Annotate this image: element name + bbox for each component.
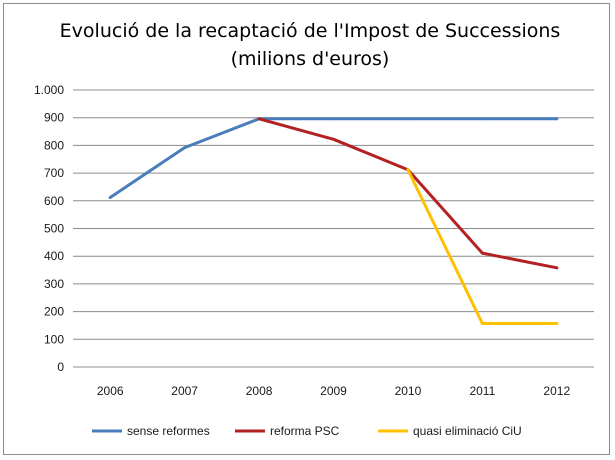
x-tick-label: 2008: [246, 384, 273, 398]
data-point: [108, 195, 112, 199]
data-point: [332, 137, 335, 141]
chart-subtitle: (milions d'euros): [231, 48, 390, 70]
data-point: [480, 251, 484, 255]
series-lines: [108, 117, 559, 326]
y-tick-label: 300: [44, 277, 64, 291]
y-tick-label: 1.000: [34, 83, 64, 97]
chart-title: Evolució de la recaptació de l'Impost de…: [60, 20, 561, 42]
y-tick-label: 700: [44, 166, 64, 180]
y-tick-label: 0: [57, 360, 64, 374]
x-tick-label: 2006: [97, 384, 124, 398]
y-tick-label: 200: [44, 305, 64, 319]
line-chart: Evolució de la recaptació de l'Impost de…: [34, 20, 594, 438]
series-line-1: [108, 117, 559, 199]
y-axis-tick-labels: 0 100 200 300 400 500 600 700 800 900 1.000: [34, 83, 64, 374]
x-tick-label: 2009: [320, 384, 347, 398]
data-point: [406, 117, 410, 121]
y-tick-label: 900: [44, 111, 64, 125]
legend-label: quasi eliminació CiU: [413, 424, 522, 438]
legend-label: sense reformes: [127, 424, 210, 438]
x-tick-label: 2007: [171, 384, 198, 398]
data-point: [257, 117, 261, 121]
data-point: [406, 168, 410, 172]
legend: sense reformes reforma PSC quasi eliminaci…: [92, 424, 522, 438]
gridlines: [73, 89, 594, 340]
chart-frame: Evolució de la recaptació de l'Impost de…: [3, 3, 610, 455]
y-tick-label: 800: [44, 138, 64, 152]
data-point: [480, 322, 484, 326]
data-point: [480, 117, 484, 121]
data-point: [555, 322, 559, 326]
x-tick-label: 2011: [469, 384, 495, 398]
legend-label: reforma PSC: [270, 424, 340, 438]
y-tick-label: 400: [44, 249, 64, 263]
data-point: [555, 117, 559, 121]
y-tick-label: 100: [44, 332, 64, 346]
x-axis-tick-labels: 2006 2007 2008 2009 2010 2011 2012: [97, 384, 571, 398]
x-tick-label: 2012: [543, 384, 570, 398]
x-tick-label: 2010: [395, 384, 422, 398]
y-tick-label: 500: [44, 222, 64, 236]
series-line-2: [257, 117, 559, 270]
data-point: [555, 266, 559, 270]
data-point: [332, 117, 335, 121]
data-point: [183, 146, 187, 150]
y-tick-label: 600: [44, 194, 64, 208]
